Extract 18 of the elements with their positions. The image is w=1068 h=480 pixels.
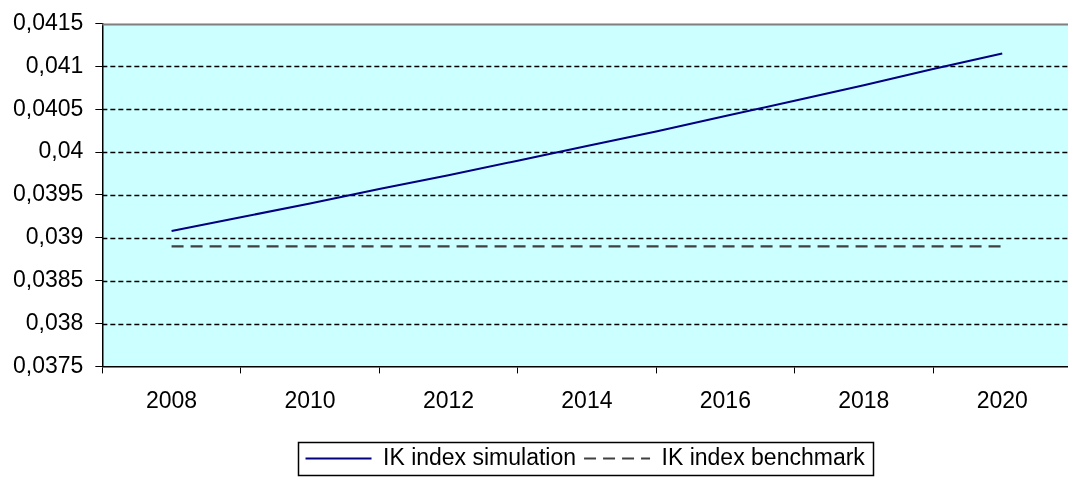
y-tick-label: 0,0405 <box>12 94 84 121</box>
y-tick-label: 0,04 <box>38 137 84 164</box>
y-tick-label: 0,039 <box>25 223 84 250</box>
x-tick-label: 2016 <box>699 386 751 413</box>
y-tick-label: 0,0385 <box>12 266 84 293</box>
x-tick-label: 2020 <box>976 386 1028 413</box>
x-tick-label: 2008 <box>145 386 198 413</box>
y-tick-label: 0,0395 <box>12 180 84 207</box>
y-tick-label: 0,0375 <box>12 351 84 378</box>
legend-label: IK index simulation <box>383 443 577 470</box>
x-tick-label: 2014 <box>561 386 613 413</box>
y-tick-label: 0,0415 <box>12 8 84 35</box>
y-tick-label: 0,038 <box>25 308 84 335</box>
x-tick-label: 2010 <box>284 386 336 413</box>
x-tick-label: 2012 <box>422 386 475 413</box>
y-tick-label: 0,041 <box>25 51 84 78</box>
legend-label: IK index benchmark <box>661 443 866 470</box>
x-tick-label: 2018 <box>838 386 890 413</box>
